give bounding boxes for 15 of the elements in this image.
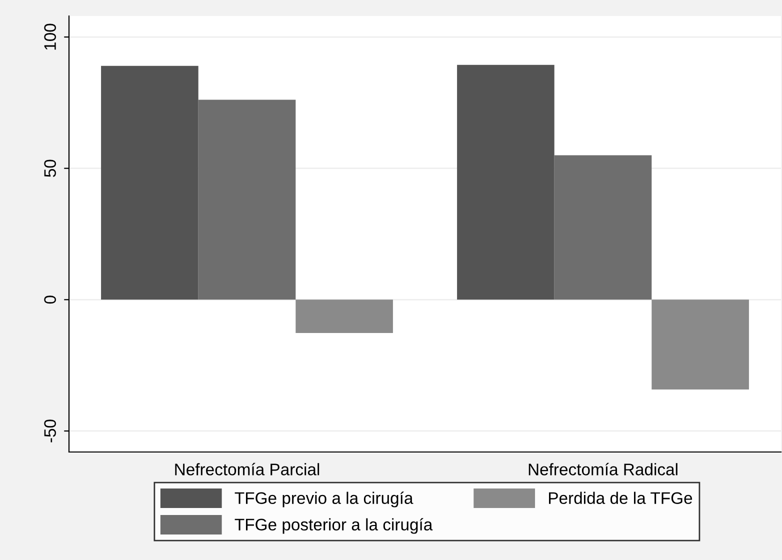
y-tick-label: 100	[44, 24, 56, 50]
legend-label: TFGe previo a la cirugía	[234, 492, 414, 508]
y-tick-label: 50	[44, 160, 56, 177]
legend-label: TFGe posterior a la cirugía	[234, 518, 433, 534]
bar	[457, 64, 554, 300]
x-tick-label: Nefrectomía Parcial	[175, 462, 320, 476]
bar	[652, 300, 749, 390]
legend-label: Perdida de la TFGe	[549, 492, 692, 504]
x-tick-label: Nefrectomía Radical	[528, 462, 678, 476]
bar	[296, 300, 393, 334]
bar	[198, 100, 296, 300]
bar	[554, 155, 652, 300]
y-tick-label: 0	[44, 296, 56, 304]
bar	[101, 66, 198, 300]
y-tick-label: -50	[44, 420, 56, 442]
